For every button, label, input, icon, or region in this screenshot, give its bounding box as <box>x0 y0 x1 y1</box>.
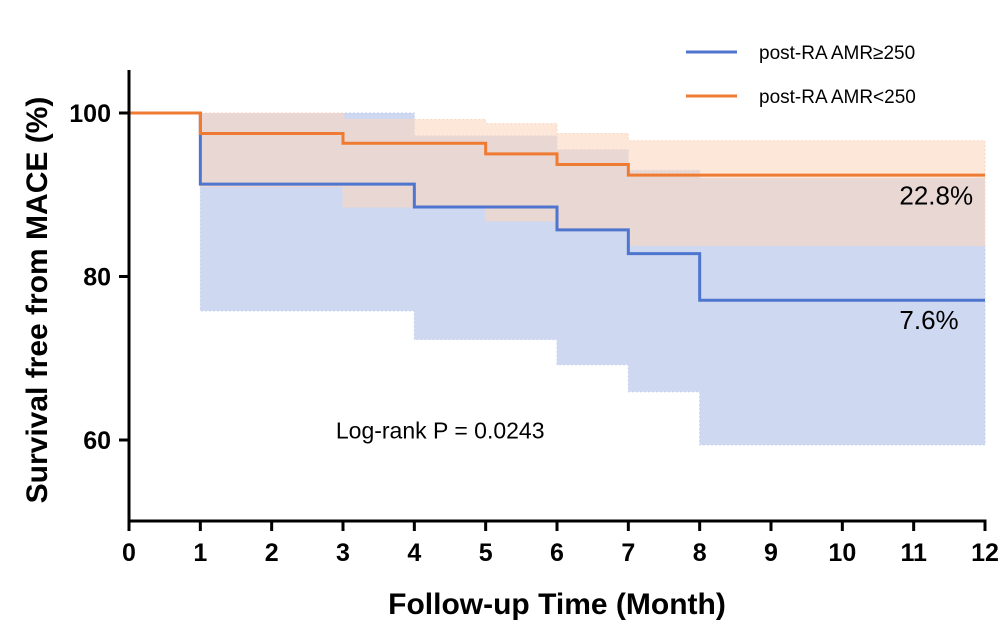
x-tick-label: 4 <box>407 539 421 567</box>
ci-bands <box>129 112 986 446</box>
ci-band-series-1 <box>129 112 986 246</box>
x-tick-labels: 0 1 2 3 4 5 6 7 8 9 10 11 12 <box>122 539 999 567</box>
survival-line-series-0 <box>129 111 985 302</box>
survival-curves <box>129 111 985 302</box>
y-tick-label: 100 <box>69 100 111 128</box>
y-axis-title: Survival free from MACE (%) <box>21 97 54 504</box>
x-tick-label: 7 <box>621 539 635 567</box>
annotation-amr-high-rate: 7.6% <box>899 305 958 335</box>
x-tick-label: 5 <box>479 539 493 567</box>
x-tick-label: 8 <box>693 539 707 567</box>
annotation-log-rank: Log-rank P = 0.0243 <box>336 417 545 443</box>
x-tick-label: 1 <box>193 539 207 567</box>
x-axis-title: Follow-up Time (Month) <box>388 588 726 621</box>
y-tick-label: 60 <box>83 427 111 455</box>
legend-label-amr-low: post-RA AMR<250 <box>759 87 916 108</box>
x-tick-label: 11 <box>900 539 927 567</box>
annotation-amr-low-rate: 22.8% <box>899 181 973 211</box>
x-tick-label: 9 <box>764 539 778 567</box>
x-tick-label: 10 <box>828 539 856 567</box>
y-tick-labels: 60 80 100 <box>69 100 111 455</box>
y-tick-label: 80 <box>83 264 111 292</box>
survival-line-series-1 <box>129 111 985 177</box>
x-tick-label: 0 <box>122 539 136 567</box>
x-tick-label: 6 <box>550 539 564 567</box>
axes <box>119 70 987 531</box>
legend: post-RA AMR≥250 post-RA AMR<250 <box>686 43 916 108</box>
x-tick-label: 12 <box>971 539 999 567</box>
legend-label-amr-high: post-RA AMR≥250 <box>759 43 915 64</box>
x-tick-label: 2 <box>265 539 279 567</box>
x-tick-label: 3 <box>336 539 350 567</box>
